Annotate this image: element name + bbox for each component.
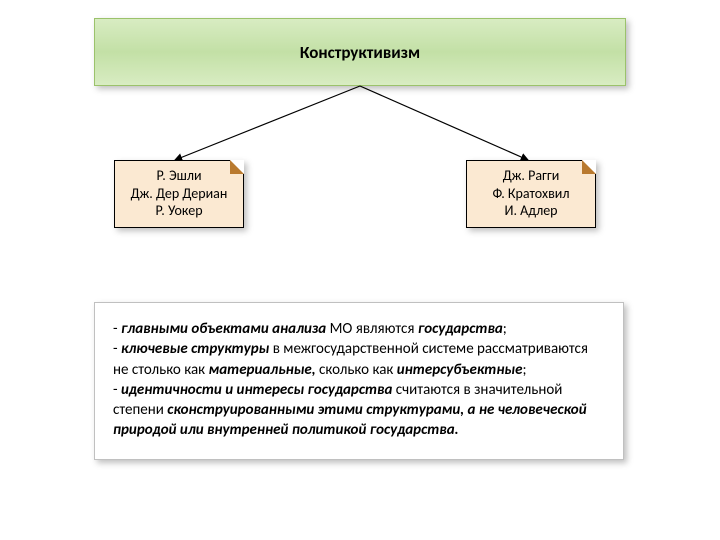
arrow-left bbox=[175, 86, 360, 160]
right-line-3: И. Адлер bbox=[475, 202, 587, 220]
right-line-1: Дж. Рагги bbox=[475, 167, 587, 185]
left-line-2: Дж. Дер Дериан bbox=[123, 185, 235, 203]
bullet-run: ; bbox=[522, 361, 526, 379]
bullet-run: сколько как bbox=[319, 361, 397, 379]
bullets-box: - главными объектами анализа МО являются… bbox=[94, 302, 624, 460]
bullet-run: интерсубъектные bbox=[397, 361, 523, 379]
left-line-1: Р. Эшли bbox=[123, 167, 235, 185]
bullet-run: главными объектами анализа bbox=[121, 320, 330, 338]
bullet-row: - ключевые структуры в межгосударственно… bbox=[113, 339, 605, 380]
arrow-right bbox=[360, 86, 528, 160]
scholars-group-right: Дж. Рагги Ф. Кратохвил И. Адлер bbox=[466, 160, 596, 228]
bullet-run: МО являются bbox=[330, 320, 418, 338]
title-box: Конструктивизм bbox=[94, 18, 626, 86]
title-text: Конструктивизм bbox=[300, 42, 420, 63]
bullet-run: идентичности и интересы государства bbox=[121, 381, 396, 399]
right-line-2: Ф. Кратохвил bbox=[475, 185, 587, 203]
bullet-run: ; bbox=[503, 320, 507, 338]
bullet-run: сконструированными этими структурами, а … bbox=[113, 401, 587, 439]
left-line-3: Р. Уокер bbox=[123, 202, 235, 220]
bullet-row: - главными объектами анализа МО являются… bbox=[113, 319, 605, 339]
bullet-row: - идентичности и интересы государства сч… bbox=[113, 380, 605, 441]
bullet-run: материальные, bbox=[209, 361, 319, 379]
bullet-run: государства bbox=[418, 320, 503, 338]
bullet-run: - bbox=[113, 340, 121, 358]
scholars-group-left: Р. Эшли Дж. Дер Дериан Р. Уокер bbox=[114, 160, 244, 228]
bullet-run: ключевые структуры bbox=[121, 340, 273, 358]
bullet-run: - bbox=[113, 381, 121, 399]
slide-canvas: Конструктивизм Р. Эшли Дж. Дер Дериан Р.… bbox=[0, 0, 720, 540]
bullet-run: - bbox=[113, 320, 121, 338]
